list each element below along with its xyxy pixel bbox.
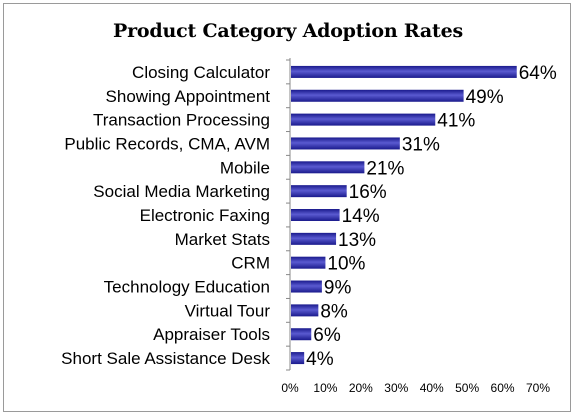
bar <box>291 65 517 78</box>
x-tick-label: 40% <box>420 381 444 395</box>
category-label: Technology Education <box>104 278 270 297</box>
x-tick-label: 30% <box>384 381 408 395</box>
bar <box>291 232 337 245</box>
bar <box>291 209 340 221</box>
data-label: 8% <box>320 301 348 322</box>
category-label: Social Media Marketing <box>93 182 270 201</box>
bar-layer <box>291 65 517 365</box>
data-label: 31% <box>402 134 440 155</box>
bar <box>291 352 305 365</box>
label-layer: 0% 10% 20% 30% 40% 50% 60% 70% Closing Calculato… <box>61 63 557 395</box>
bar <box>291 280 322 293</box>
bar <box>291 328 312 341</box>
category-label: Showing Appointment <box>106 87 271 106</box>
data-label: 64% <box>519 63 557 84</box>
data-label: 6% <box>313 325 341 346</box>
bar <box>291 185 347 198</box>
category-label: Transaction Processing <box>93 111 270 130</box>
data-label: 21% <box>366 158 404 179</box>
data-label: 9% <box>324 278 352 299</box>
x-tick-label: 70% <box>526 381 550 395</box>
data-label: 16% <box>349 182 387 203</box>
x-tick-label: 50% <box>455 381 479 395</box>
category-label: Virtual Tour <box>185 301 271 320</box>
category-label: Short Sale Assistance Desk <box>61 349 270 368</box>
x-tick-label: 0% <box>281 381 299 395</box>
category-label: CRM <box>231 254 270 273</box>
data-label: 13% <box>338 230 376 251</box>
category-label: Mobile <box>220 158 270 177</box>
category-label: Appraiser Tools <box>153 325 270 344</box>
category-label: Public Records, CMA, AVM <box>64 134 270 153</box>
category-label: Electronic Faxing <box>140 206 270 225</box>
x-tick-label: 10% <box>313 381 337 395</box>
x-tick-label: 60% <box>491 381 515 395</box>
bar <box>291 89 464 102</box>
category-label: Closing Calculator <box>132 63 270 82</box>
data-label: 14% <box>342 206 380 227</box>
bar <box>291 304 319 317</box>
chart-title: Product Category Adoption Rates <box>113 20 463 42</box>
data-label: 41% <box>437 111 475 132</box>
category-label: Market Stats <box>175 230 270 249</box>
data-label: 4% <box>306 349 334 370</box>
data-label: 49% <box>466 87 504 108</box>
data-label: 10% <box>327 254 365 275</box>
bar <box>291 256 326 269</box>
x-tick-label: 20% <box>349 381 373 395</box>
bar <box>291 113 436 126</box>
bar <box>291 137 400 150</box>
axis-layer <box>286 58 291 371</box>
bar <box>291 161 365 174</box>
